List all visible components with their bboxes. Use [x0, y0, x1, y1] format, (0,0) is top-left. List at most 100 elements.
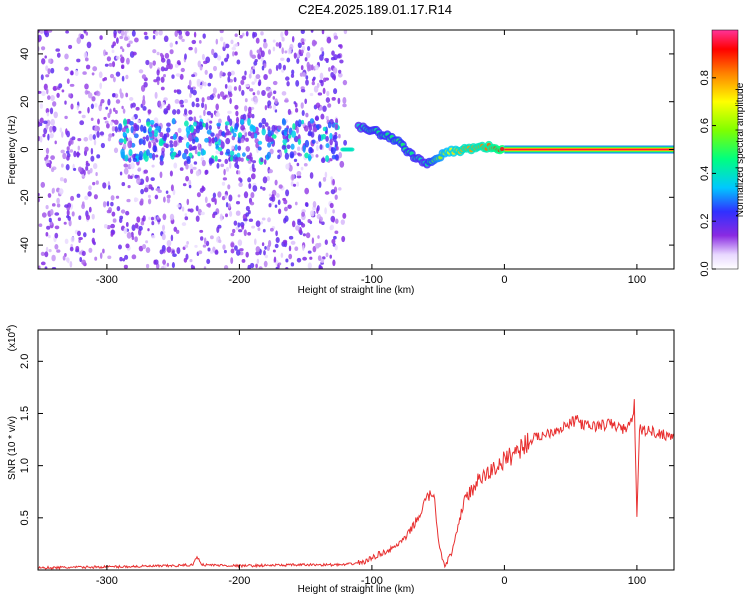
- x-tick-label: 0: [501, 575, 507, 587]
- heatmap-cell: [56, 249, 61, 253]
- heatmap-cell: [175, 40, 178, 45]
- heatmap-cell: [284, 215, 289, 222]
- heatmap-cell: [52, 125, 57, 133]
- heatmap-cell: [309, 172, 314, 179]
- heatmap-cell: [166, 262, 170, 267]
- heatmap-cell: [115, 37, 119, 44]
- heatmap-cell: [131, 254, 137, 260]
- heatmap-cell: [83, 51, 88, 59]
- heatmap-cell: [123, 137, 127, 145]
- heatmap-cell: [204, 196, 208, 204]
- heatmap-cell: [296, 257, 302, 263]
- heatmap-cell: [45, 204, 49, 210]
- heatmap-cell: [332, 259, 336, 267]
- heatmap-cell: [238, 177, 242, 182]
- heatmap-cell: [185, 125, 191, 134]
- heatmap-cell: [272, 104, 276, 111]
- heatmap-cell: [280, 31, 284, 38]
- heatmap-cell: [319, 144, 323, 150]
- heatmap-cell: [254, 77, 257, 83]
- heatmap-cell: [290, 240, 296, 245]
- heatmap-cell: [264, 104, 268, 111]
- heatmap-cell: [161, 224, 166, 231]
- heatmap-cell: [260, 221, 264, 225]
- heatmap-cell: [189, 124, 195, 133]
- heatmap-cell: [257, 146, 262, 151]
- heatmap-cell: [161, 244, 166, 252]
- heatmap-cell: [254, 138, 259, 144]
- heatmap-cell: [209, 235, 214, 240]
- heatmap-cell: [222, 177, 228, 181]
- heatmap-cell: [76, 193, 81, 198]
- heatmap-cell: [305, 112, 309, 118]
- heatmap-cell: [163, 35, 169, 43]
- heatmap-cell: [251, 225, 256, 229]
- heatmap-cell: [56, 197, 60, 205]
- heatmap-cell: [257, 140, 263, 145]
- heatmap-cell: [147, 184, 153, 190]
- heatmap-cell: [227, 110, 232, 114]
- heatmap-cell: [335, 218, 339, 224]
- heatmap-cell: [294, 201, 298, 206]
- heatmap-cell: [155, 154, 159, 158]
- heatmap-cell: [191, 39, 197, 45]
- heatmap-cell: [112, 218, 117, 223]
- heatmap-cell: [220, 61, 224, 66]
- heatmap-cell: [337, 97, 341, 105]
- colorbar-ticks: 0.0 0.2 0.4 0.6 0.8: [699, 70, 716, 277]
- heatmap-cell: [169, 42, 174, 48]
- heatmap-cell: [307, 250, 312, 254]
- heatmap-cell: [41, 58, 46, 65]
- heatmap-cell: [84, 83, 89, 90]
- heatmap-cell: [189, 208, 194, 213]
- heatmap-cell: [119, 54, 123, 58]
- heatmap-cell: [107, 98, 111, 106]
- heatmap-cell: [92, 228, 96, 233]
- heatmap-cell: [171, 74, 175, 79]
- heatmap-cell: [122, 131, 126, 137]
- heatmap-cell: [284, 50, 288, 54]
- heatmap-cell: [164, 52, 170, 59]
- heatmap-cell: [46, 225, 51, 230]
- heatmap-cell: [88, 206, 92, 213]
- heatmap-cell: [206, 258, 211, 265]
- heatmap-cell: [99, 35, 103, 40]
- heatmap-cell: [274, 243, 279, 249]
- heatmap-cell: [331, 50, 335, 56]
- heatmap-cell: [314, 115, 320, 122]
- heatmap-cell: [111, 61, 116, 68]
- heatmap-cell: [191, 74, 196, 78]
- heatmap-cell: [324, 57, 329, 62]
- heatmap-cell: [185, 175, 190, 182]
- heatmap-cell: [38, 135, 41, 142]
- heatmap-cell: [233, 220, 238, 226]
- heatmap-cell: [191, 139, 196, 144]
- heatmap-cell: [320, 258, 325, 264]
- heatmap-cell: [47, 133, 50, 141]
- heatmap-cell: [119, 171, 123, 176]
- heatmap-cell: [38, 38, 41, 43]
- heatmap-cell: [258, 266, 263, 269]
- heatmap-cell: [212, 246, 216, 253]
- heatmap-cell: [110, 201, 114, 207]
- heatmap-cell: [330, 176, 333, 180]
- heatmap-cell: [221, 131, 226, 137]
- heatmap-cell: [232, 132, 237, 138]
- heatmap-cell: [229, 97, 232, 105]
- heatmap-cell: [237, 156, 242, 162]
- heatmap-cell: [70, 236, 75, 243]
- heatmap-cell: [152, 60, 156, 66]
- heatmap-cell: [297, 119, 302, 127]
- heatmap-cell: [111, 125, 115, 132]
- colorbar-tick-label: 0.2: [699, 214, 711, 229]
- heatmap-cell: [296, 170, 302, 177]
- heatmap-cell: [176, 204, 181, 208]
- heatmap-cell: [120, 56, 125, 64]
- heatmap-cell: [120, 151, 125, 159]
- heatmap-cell: [248, 183, 252, 189]
- heatmap-cell: [84, 195, 89, 201]
- heatmap-cell: [177, 127, 182, 134]
- heatmap-cell: [209, 94, 214, 101]
- heatmap-cell: [195, 205, 199, 212]
- heatmap-cell: [126, 198, 131, 203]
